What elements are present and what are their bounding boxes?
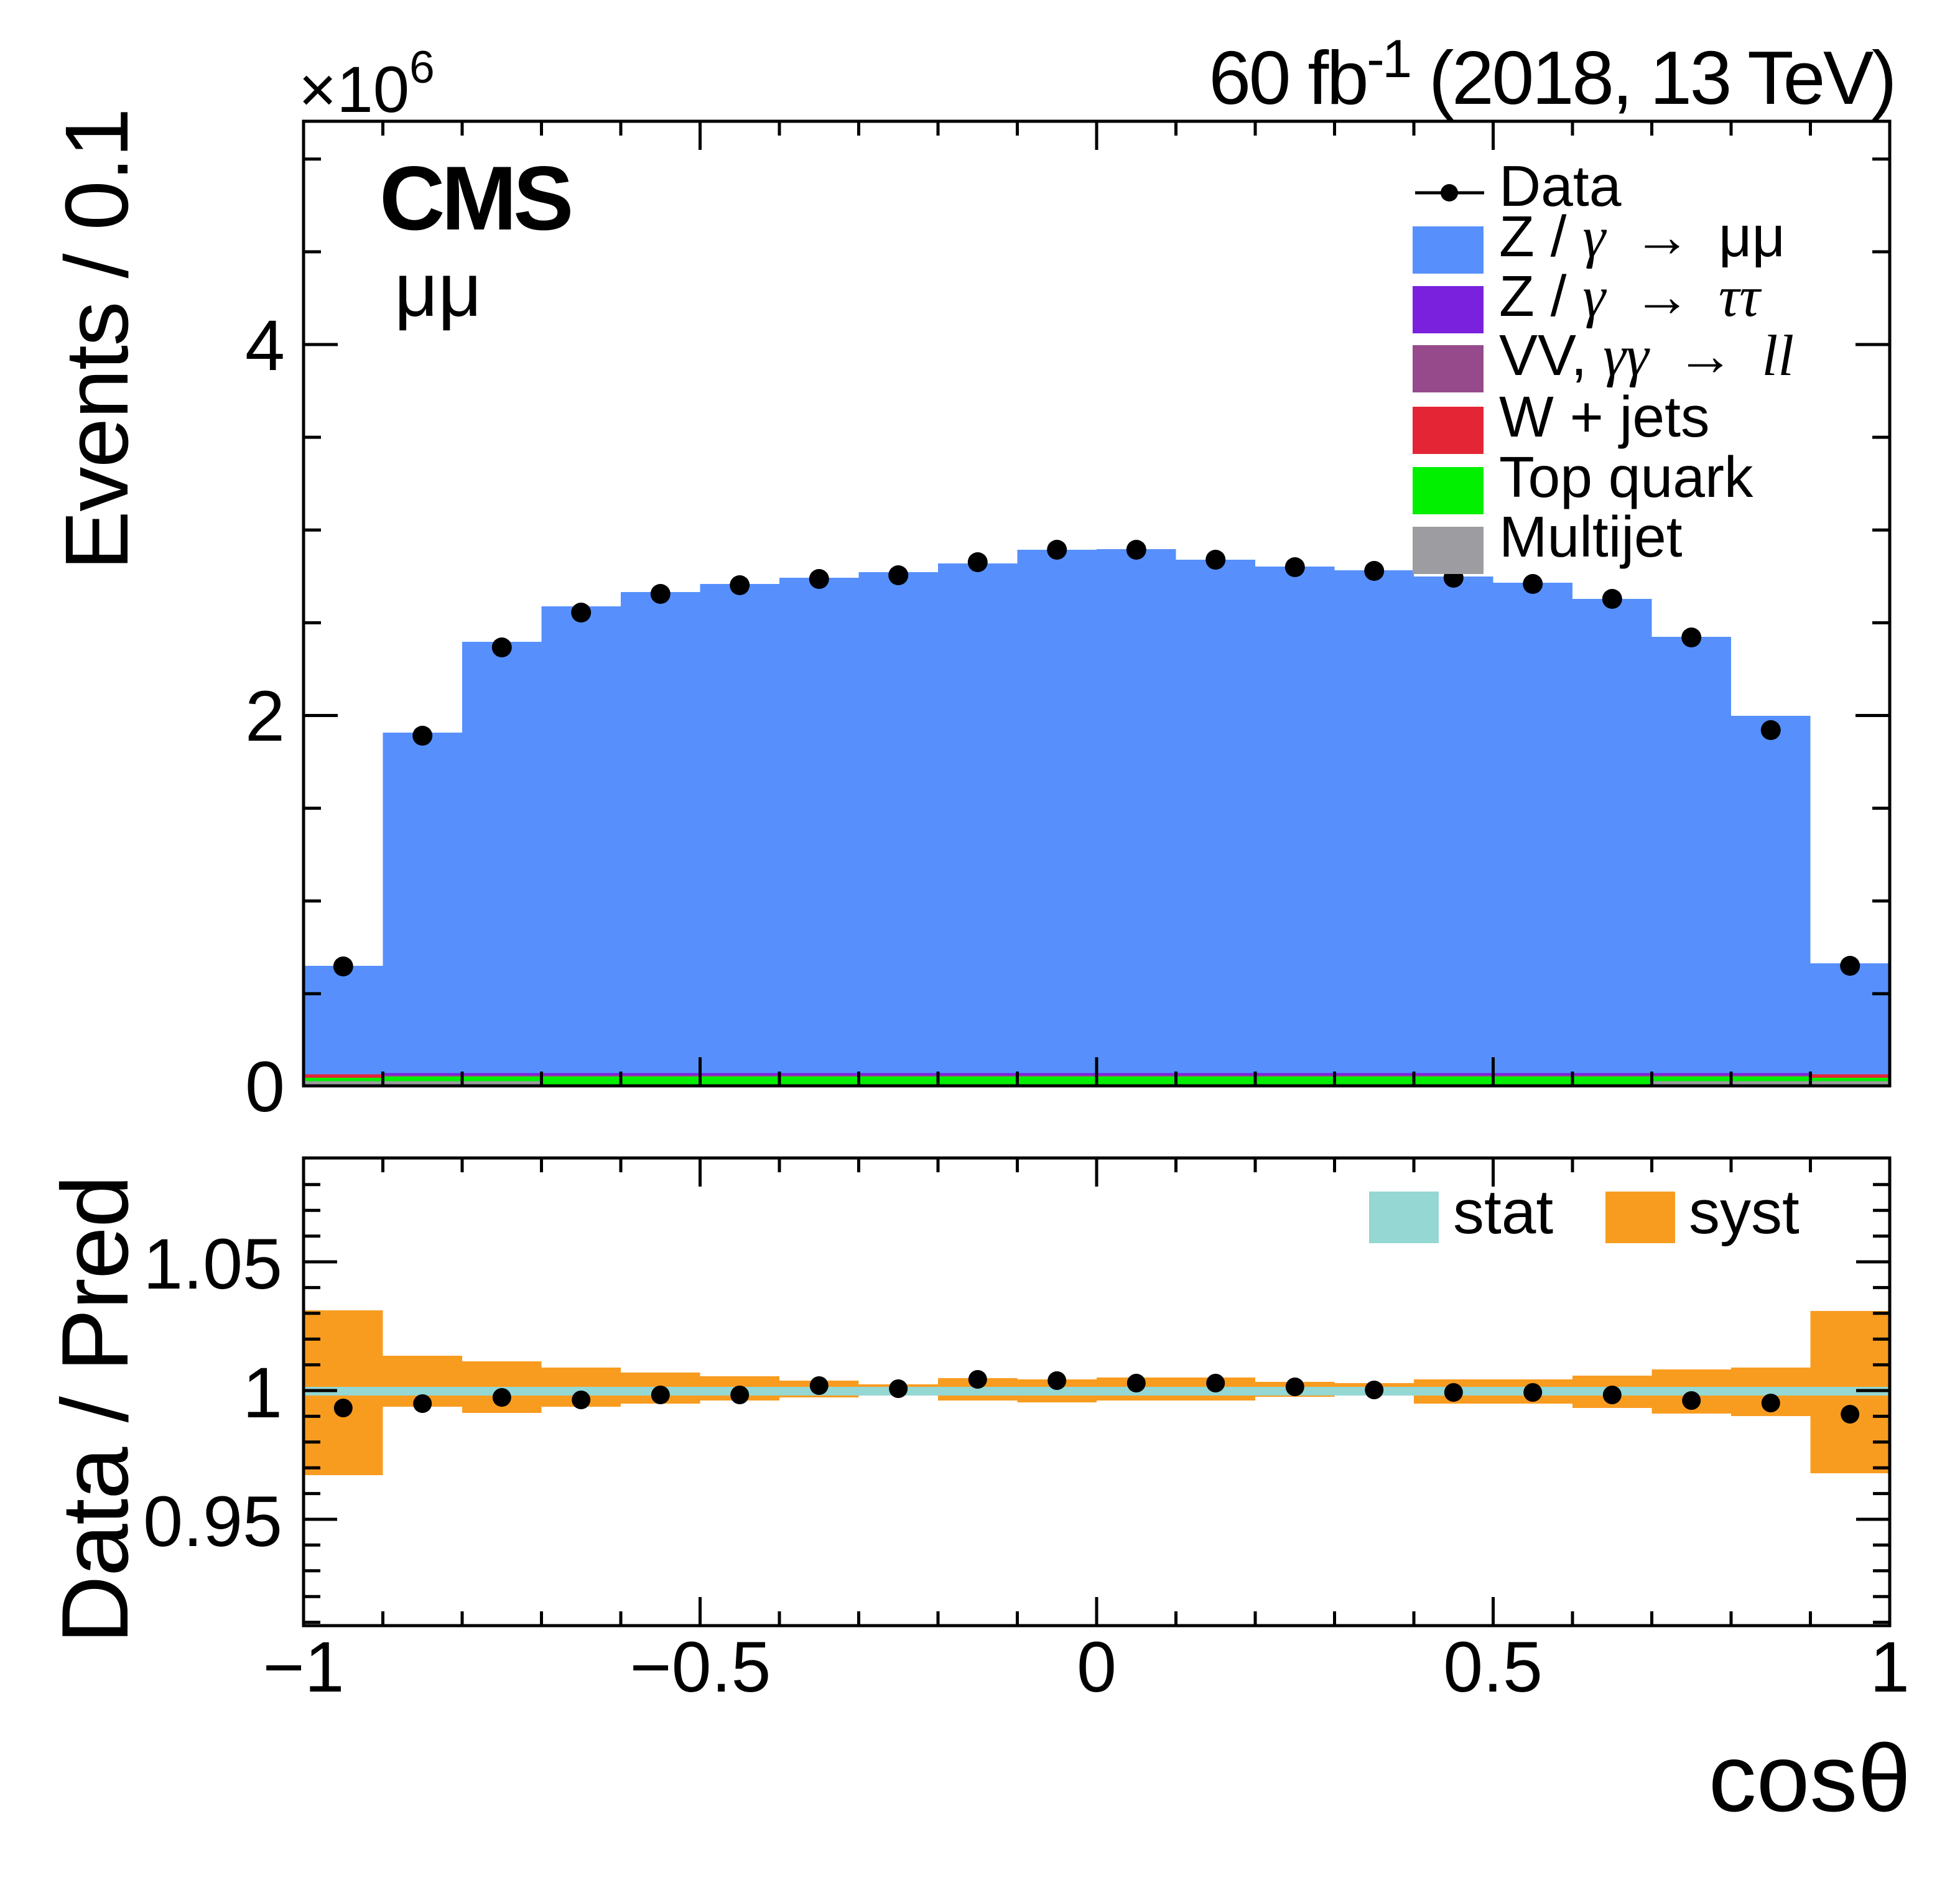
svg-text:0: 0 xyxy=(1077,1628,1117,1707)
svg-text:0.95: 0.95 xyxy=(143,1482,282,1562)
svg-text:1.05: 1.05 xyxy=(143,1225,282,1304)
svg-text:Events / 0.1: Events / 0.1 xyxy=(47,109,147,570)
svg-text:μμ: μμ xyxy=(394,248,482,332)
svg-text:Data: Data xyxy=(1499,154,1622,218)
svg-text:0.5: 0.5 xyxy=(1443,1628,1543,1707)
svg-text:Data / Pred: Data / Pred xyxy=(42,1176,148,1644)
svg-text:stat: stat xyxy=(1453,1177,1553,1247)
svg-text:Multijet: Multijet xyxy=(1499,504,1683,569)
svg-text:60 fb-1 (2018, 13 TeV): 60 fb-1 (2018, 13 TeV) xyxy=(1209,29,1895,120)
svg-text:VV, γγ → ll: VV, γγ → ll xyxy=(1499,323,1794,388)
svg-text:cosθ: cosθ xyxy=(1709,1725,1911,1831)
svg-text:2: 2 xyxy=(245,677,285,756)
svg-text:syst: syst xyxy=(1689,1177,1800,1247)
svg-text:4: 4 xyxy=(245,306,285,386)
svg-text:−1: −1 xyxy=(262,1628,344,1707)
svg-text:−0.5: −0.5 xyxy=(629,1628,771,1707)
svg-text:Top quark: Top quark xyxy=(1499,445,1753,509)
svg-text:CMS: CMS xyxy=(379,147,570,249)
svg-text:1: 1 xyxy=(1870,1628,1910,1707)
svg-text:W + jets: W + jets xyxy=(1499,384,1710,449)
svg-text:Z / γ → μμ: Z / γ → μμ xyxy=(1499,204,1785,269)
svg-text:Z / γ → ττ: Z / γ → ττ xyxy=(1499,264,1762,329)
svg-text:0: 0 xyxy=(245,1047,285,1127)
svg-text:1: 1 xyxy=(243,1353,282,1433)
